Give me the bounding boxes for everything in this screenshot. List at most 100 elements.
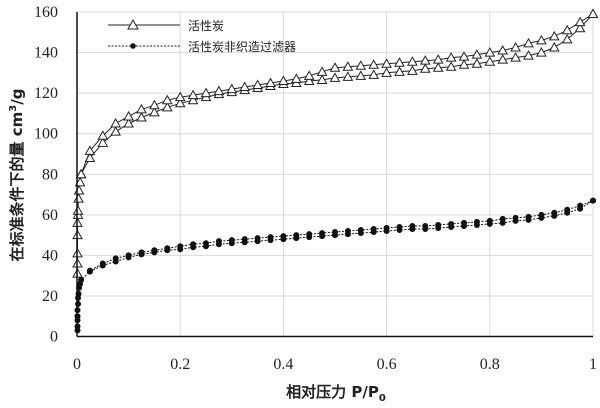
data-point-dot — [435, 221, 442, 228]
data-point-dot — [203, 240, 209, 247]
data-point-triangle — [278, 75, 289, 85]
data-point-triangle — [252, 79, 263, 90]
data-point-triangle — [561, 24, 573, 35]
data-point-dot — [499, 215, 506, 222]
data-point-triangle — [536, 34, 547, 45]
y-tick-label: 40 — [42, 247, 58, 264]
data-point-dot — [512, 214, 519, 221]
data-point-dot — [383, 224, 390, 231]
data-point-dot — [125, 252, 132, 259]
data-point-triangle — [200, 87, 212, 98]
data-point-triangle — [316, 74, 328, 84]
data-point-triangle — [226, 83, 238, 94]
data-point-triangle — [342, 71, 354, 81]
data-point-dot — [151, 247, 158, 254]
data-point-triangle — [394, 66, 405, 76]
tick-labels: 0 20 40 60 80 100 120 140 160 0 0.2 0.4 0.6 0.8 1 — [34, 4, 597, 373]
data-point-dot — [228, 237, 235, 244]
data-point-triangle — [510, 52, 521, 62]
legend: 活性炭 活性炭非织造过滤器 — [108, 18, 296, 54]
data-point-triangle — [484, 56, 496, 66]
data-point-dot — [215, 238, 222, 245]
data-point-triangle — [419, 63, 431, 73]
data-point-triangle — [329, 62, 341, 72]
x-axis-label-main: 相对压力 P/P — [286, 383, 379, 401]
data-point-dot — [473, 218, 480, 225]
legend-label-activated-carbon: 活性炭 — [188, 19, 224, 33]
legend-label-filter: 活性炭非织造过滤器 — [188, 40, 296, 54]
x-axis-label: 相对压力 P/P0 — [286, 383, 386, 404]
data-point-triangle — [484, 47, 496, 57]
data-point-triangle — [161, 101, 173, 112]
data-point-dot — [590, 197, 596, 204]
data-point-triangle — [149, 106, 160, 117]
x-tick-label: 0.2 — [170, 356, 190, 373]
series-1 — [74, 197, 596, 334]
data-point-triangle — [471, 58, 483, 68]
data-point-dot — [99, 260, 106, 267]
y-tick-label: 0 — [50, 329, 58, 346]
data-point-triangle — [419, 55, 431, 65]
data-point-triangle — [574, 22, 586, 33]
y-axis-label-tail: /g — [8, 89, 26, 105]
data-point-triangle — [445, 52, 457, 62]
y-tick-label: 100 — [34, 126, 58, 143]
data-point-triangle — [458, 59, 470, 69]
x-tick-label: 0 — [73, 356, 81, 373]
data-point-dot — [177, 243, 184, 250]
data-point-triangle — [174, 91, 186, 102]
data-point-triangle — [213, 85, 225, 96]
data-point-triangle — [574, 16, 586, 27]
data-point-triangle — [497, 54, 509, 64]
data-point-triangle — [123, 118, 134, 128]
x-tick-label: 1 — [589, 356, 597, 373]
data-point-triangle — [110, 118, 122, 128]
series-1-branch-0-line — [77, 200, 594, 331]
data-point-dot — [112, 255, 119, 262]
x-tick-label: 0.4 — [273, 356, 293, 373]
data-point-dot — [78, 276, 85, 283]
data-point-triangle — [381, 58, 392, 68]
y-tick-label: 140 — [34, 45, 58, 62]
y-axis-label-sup: 3 — [8, 105, 19, 112]
data-point-triangle — [123, 110, 134, 121]
data-point-triangle — [561, 33, 573, 44]
data-point-triangle — [149, 99, 160, 110]
y-tick-label: 160 — [34, 4, 58, 21]
data-point-triangle — [445, 61, 457, 71]
data-point-dot — [409, 222, 416, 229]
data-point-triangle — [458, 51, 470, 61]
x-tick-label: 0.8 — [480, 356, 500, 373]
data-point-dot — [254, 235, 261, 242]
data-point-triangle — [548, 30, 560, 41]
data-point-dot — [486, 217, 493, 224]
data-point-dot — [525, 213, 532, 220]
data-point-dot — [344, 228, 351, 235]
data-point-dot — [241, 236, 248, 243]
data-point-dot — [75, 301, 82, 308]
y-tick-label: 20 — [42, 288, 58, 305]
data-point-triangle — [136, 111, 147, 122]
data-point-triangle — [548, 41, 560, 52]
data-point-triangle — [432, 54, 444, 64]
data-point-dot — [448, 220, 455, 227]
data-point-triangle — [368, 69, 380, 79]
y-tick-label: 60 — [42, 207, 58, 224]
data-point-triangle — [73, 193, 84, 203]
data-point-dot — [280, 233, 287, 240]
data-point-dot — [164, 245, 171, 252]
data-point-triangle — [72, 205, 84, 215]
series-1-branch-1-line — [89, 200, 594, 272]
data-point-dot — [461, 219, 467, 226]
data-point-dot — [564, 206, 571, 213]
data-point-triangle — [523, 50, 534, 60]
data-point-triangle — [97, 137, 109, 147]
data-point-triangle — [394, 57, 405, 67]
data-point-triangle — [73, 184, 85, 195]
data-point-triangle — [381, 67, 392, 77]
data-point-triangle — [161, 94, 173, 105]
series-0-branch-1-line — [80, 13, 594, 175]
data-point-triangle — [239, 81, 251, 92]
data-point-dot — [370, 226, 377, 233]
